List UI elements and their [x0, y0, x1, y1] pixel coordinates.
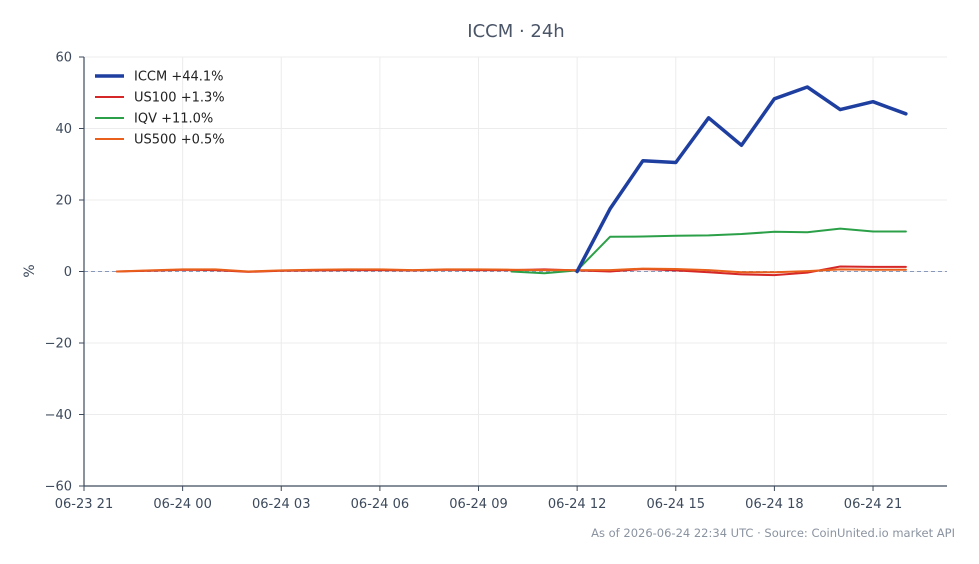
legend-label: US100 +1.3%	[134, 91, 225, 106]
y-tick-label: 40	[55, 122, 72, 137]
y-tick-label: 20	[55, 194, 72, 209]
legend-label: IQV +11.0%	[134, 112, 213, 127]
y-tick-label: −20	[45, 337, 72, 352]
x-tick-label: 06-24 09	[449, 497, 507, 512]
series-lines	[115, 85, 908, 277]
x-tick-label: 06-24 03	[252, 497, 310, 512]
y-tick-label: −60	[45, 480, 72, 495]
y-tick-label: 60	[55, 51, 72, 66]
x-tick-label: 06-24 21	[844, 497, 902, 512]
x-tick-label: 06-24 15	[647, 497, 705, 512]
legend-label: ICCM +44.1%	[134, 70, 224, 85]
x-tick-label: 06-24 18	[745, 497, 803, 512]
x-tick-label: 06-23 21	[55, 497, 113, 512]
legend: ICCM +44.1% US100 +1.3% IQV +11.0% US500 +0…	[95, 70, 225, 148]
chart-title: ICCM · 24h	[467, 21, 564, 42]
y-tick-label: −40	[45, 408, 72, 423]
series-line-0	[575, 85, 908, 274]
y-tick-label: 0	[64, 265, 72, 280]
x-tick-label: 06-24 00	[153, 497, 211, 512]
legend-label: US500 +0.5%	[134, 133, 225, 148]
series-line-3	[115, 267, 907, 274]
axes: −60 −40 −20 0 20 40 60 06-23 21 06-24 00 06-24 03…	[45, 51, 947, 512]
y-axis-label: %	[22, 264, 38, 277]
x-tick-label: 06-24 12	[548, 497, 606, 512]
x-tick-label: 06-24 06	[351, 497, 409, 512]
footer-source-note: As of 2026-06-24 22:34 UTC · Source: Coi…	[591, 526, 955, 540]
